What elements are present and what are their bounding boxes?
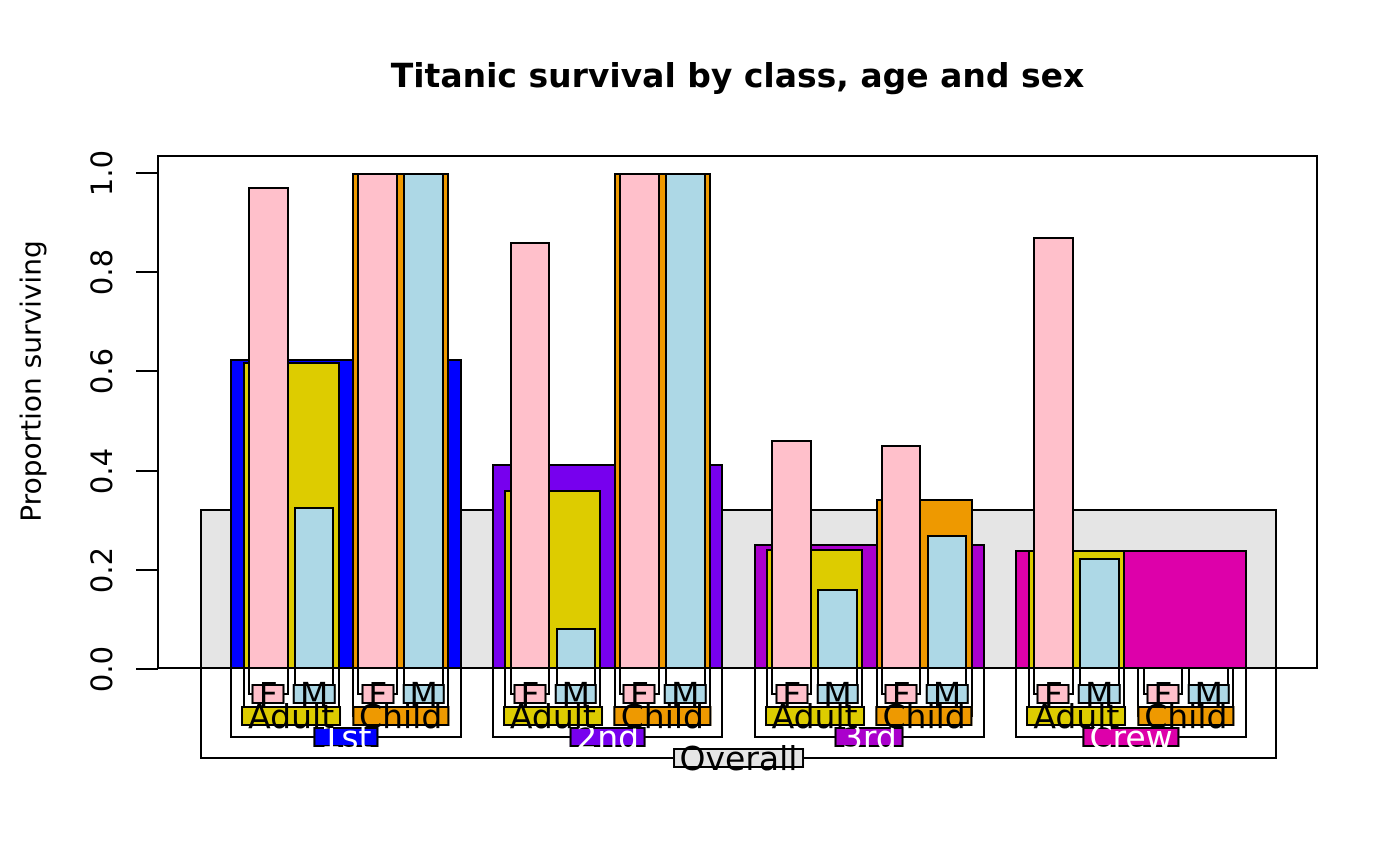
y-tick-0.4 xyxy=(136,469,158,472)
bar-overall-3rd-2-adult-0-f-0 xyxy=(771,440,812,669)
bar-overall-crew-3-adult-0-m-1 xyxy=(1078,558,1120,669)
bar-overall-3rd-2-adult-0-m-1 xyxy=(817,588,858,669)
group-label-overall-3rd-2: 3rd xyxy=(834,721,904,754)
group-label-overall-2nd-1-adult-0-f-0: F xyxy=(513,678,547,711)
chart-title: Titanic survival by class, age and sex xyxy=(390,56,1085,95)
bar-overall-2nd-1-child-1-m-1 xyxy=(665,173,706,669)
bar-overall-1st-0-adult-0-m-1 xyxy=(293,507,335,669)
group-label-overall: Overall xyxy=(672,742,805,775)
y-tick-label-0.8: 0.8 xyxy=(85,249,119,296)
group-label-overall-1st-0-adult-0-m-1: M xyxy=(292,678,336,711)
group-label-overall-1st-0-child-1: Child xyxy=(352,700,450,733)
y-axis-label: Proportion surviving xyxy=(14,240,48,522)
group-label-overall-3rd-2-child-1-f-0: F xyxy=(884,678,918,711)
bar-overall-3rd-2-child-1-m-1 xyxy=(926,534,968,669)
y-tick-0.2 xyxy=(136,568,158,571)
y-tick-label-0.4: 0.4 xyxy=(85,447,119,494)
y-tick-0.8 xyxy=(136,271,158,274)
group-label-overall-3rd-2-child-1-m-1: M xyxy=(925,678,969,711)
y-tick-0.0 xyxy=(136,668,158,670)
group-label-overall-crew-3-adult-0-m-1: M xyxy=(1077,678,1121,711)
bar-overall-2nd-1-child-1-f-0 xyxy=(619,173,660,669)
y-tick-0.6 xyxy=(136,370,158,373)
group-label-overall-crew-3-child-1-m-1: M xyxy=(1187,678,1230,711)
y-tick-label-0.2: 0.2 xyxy=(85,546,119,593)
bar-overall-2nd-1-adult-0-f-0 xyxy=(509,242,551,669)
group-label-overall-1st-0-child-1-m-1: M xyxy=(402,678,445,711)
group-label-overall-1st-0-adult-0-f-0: F xyxy=(251,678,285,711)
group-label-overall-1st-0-child-1-f-0: F xyxy=(361,678,395,711)
group-label-overall-crew-3-child-1-f-0: F xyxy=(1146,678,1180,711)
bar-overall-3rd-2-child-1-f-0 xyxy=(880,444,922,669)
group-label-overall-3rd-2-adult-0-m-1: M xyxy=(816,678,859,711)
group-label-overall-2nd-1-child-1-f-0: F xyxy=(622,678,656,711)
bar-overall-1st-0-child-1-m-1 xyxy=(403,173,444,669)
bar-overall-crew-3-adult-0-f-0 xyxy=(1033,237,1074,669)
group-label-overall-2nd-1-child-1-m-1: M xyxy=(664,678,707,711)
y-tick-label-0.0: 0.0 xyxy=(85,645,119,693)
bar-overall-1st-0-child-1-f-0 xyxy=(357,173,399,669)
bar-overall-1st-0-adult-0-f-0 xyxy=(247,186,289,669)
y-tick-label-1.0: 1.0 xyxy=(85,149,119,197)
bar-overall-2nd-1-adult-0-m-1 xyxy=(555,627,597,669)
y-tick-1.0 xyxy=(136,172,158,174)
group-label-overall-3rd-2-adult-0-f-0: F xyxy=(775,678,809,711)
group-label-overall-2nd-1-adult-0-m-1: M xyxy=(554,678,598,711)
group-label-overall-1st-0: 1st xyxy=(313,721,379,754)
group-label-overall-crew-3-adult-0-f-0: F xyxy=(1036,678,1070,711)
y-tick-label-0.6: 0.6 xyxy=(85,348,119,395)
